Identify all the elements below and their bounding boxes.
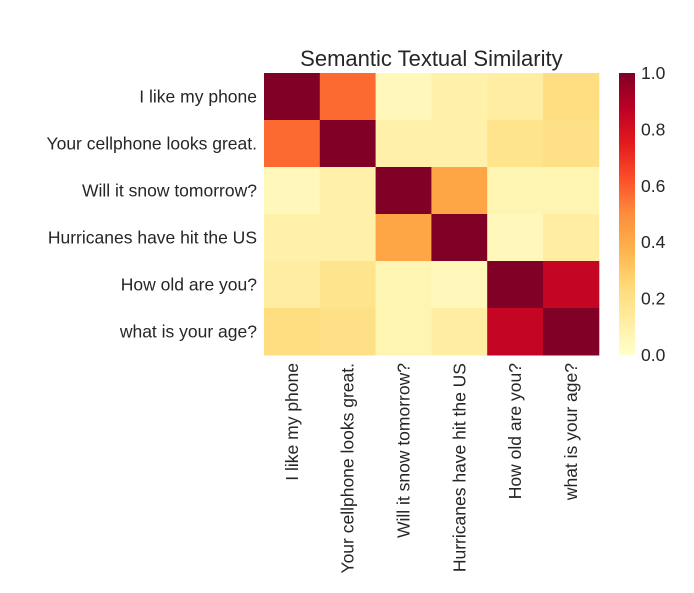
heatmap-cell: [431, 308, 488, 356]
colorbar-tick-label: 0.4: [641, 232, 666, 252]
colorbar-tick-label: 0.8: [641, 119, 665, 139]
heatmap-cell: [319, 167, 377, 215]
column-label: what is your age?: [561, 363, 581, 501]
heatmap-cell: [543, 308, 600, 356]
heatmap-cell: [431, 214, 488, 262]
heatmap-cell: [375, 261, 432, 309]
heatmap-cell: [487, 120, 544, 168]
heatmap-cell: [543, 167, 600, 215]
column-label: Your cellphone looks great.: [338, 363, 358, 573]
heatmap-cell: [487, 167, 544, 215]
colorbar-gradient: [619, 73, 635, 355]
heatmap-cell: [431, 73, 488, 121]
heatmap-cell: [264, 120, 321, 168]
column-label: Hurricanes have hit the US: [449, 363, 469, 572]
heatmap-cell: [319, 73, 377, 121]
colorbar-tick-label: 0.6: [641, 176, 665, 196]
heatmap-cell: [487, 73, 544, 121]
heatmap-cell: [543, 261, 600, 309]
heatmap-cell: [375, 120, 432, 168]
heatmap-cell: [431, 120, 488, 168]
row-label: I like my phone: [139, 87, 257, 107]
heatmap-cell: [431, 261, 488, 309]
heatmap-cell: [319, 261, 377, 309]
heatmap-cell: [264, 167, 321, 215]
heatmap-cell: [319, 214, 377, 262]
heatmap-cell: [264, 214, 321, 262]
heatmap-cell: [319, 308, 377, 356]
row-label: Will it snow tomorrow?: [82, 181, 257, 201]
row-labels: I like my phone Your cellphone looks grea…: [47, 87, 258, 342]
heatmap-cell: [264, 261, 321, 309]
heatmap-cell: [543, 214, 600, 262]
heatmap-cells: [264, 73, 600, 356]
column-label: How old are you?: [505, 363, 525, 499]
row-label: How old are you?: [121, 275, 257, 295]
heatmap-cell: [375, 167, 432, 215]
column-label: I like my phone: [282, 363, 302, 481]
heatmap-cell: [375, 73, 432, 121]
colorbar-tick-label: 0.0: [641, 345, 666, 365]
colorbar-tick-label: 1.0: [641, 63, 666, 83]
heatmap-cell: [487, 308, 544, 356]
colorbar: 0.0 0.2 0.4 0.6 0.8 1.0: [619, 63, 666, 365]
heatmap-cell: [375, 308, 432, 356]
heatmap-cell: [487, 214, 544, 262]
heatmap-cell: [375, 214, 432, 262]
column-label: Will it snow tomorrow?: [394, 363, 414, 538]
heatmap-cell: [543, 120, 600, 168]
heatmap-cell: [543, 73, 600, 121]
colorbar-tick-label: 0.2: [641, 289, 665, 309]
chart-title: Semantic Textual Similarity: [300, 46, 562, 71]
row-label: Your cellphone looks great.: [47, 134, 257, 154]
heatmap-cell: [264, 73, 321, 121]
row-label: Hurricanes have hit the US: [48, 228, 257, 248]
row-label: what is your age?: [119, 322, 257, 342]
column-labels: I like my phone Your cellphone looks grea…: [282, 363, 581, 574]
heatmap-cell: [487, 261, 544, 309]
heatmap-cell: [431, 167, 488, 215]
heatmap-cell: [319, 120, 377, 168]
heatmap-cell: [264, 308, 321, 356]
